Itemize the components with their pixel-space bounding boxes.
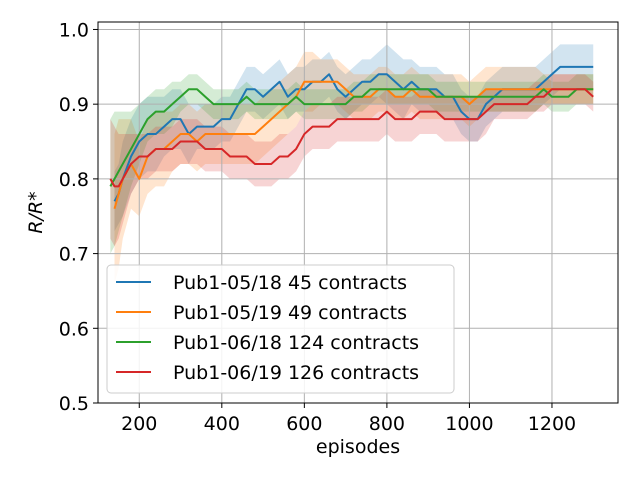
series-band-1 bbox=[114, 44, 594, 232]
x-axis-label: episodes bbox=[316, 436, 400, 458]
legend-box bbox=[106, 264, 455, 394]
series-band-3 bbox=[110, 74, 594, 254]
y-tick-label: 0.5 bbox=[59, 393, 89, 415]
x-tick-label: 400 bbox=[204, 413, 240, 435]
confidence-bands bbox=[110, 44, 594, 284]
series-band-4 bbox=[110, 74, 594, 247]
series-line-2 bbox=[113, 80, 594, 210]
x-tick-label: 1000 bbox=[445, 413, 493, 435]
series-line-4 bbox=[109, 88, 594, 188]
x-tick-label: 800 bbox=[369, 413, 405, 435]
series-lines bbox=[109, 65, 594, 210]
x-axis-ticks: 200 400 600 800 1000 1200 bbox=[121, 403, 576, 435]
legend-label: Pub1-06/18 124 contracts bbox=[173, 332, 419, 354]
y-tick-label: 0.6 bbox=[59, 318, 89, 340]
y-tick-label: 0.9 bbox=[59, 94, 89, 116]
series-line-3 bbox=[109, 88, 594, 187]
y-axis-label-text: R/R* bbox=[25, 191, 47, 233]
y-tick-label: 1.0 bbox=[59, 19, 89, 41]
plot-frame bbox=[97, 21, 619, 404]
legend-label: Pub1-05/19 49 contracts bbox=[173, 302, 407, 324]
y-tick-label: 0.7 bbox=[59, 244, 89, 266]
y-axis-label: R/R* bbox=[25, 191, 47, 233]
x-tick-label: 1200 bbox=[528, 413, 576, 435]
y-tick-label: 0.8 bbox=[59, 169, 89, 191]
legend-label: Pub1-06/19 126 contracts bbox=[173, 362, 419, 384]
x-tick-label: 600 bbox=[286, 413, 322, 435]
legend: Pub1-05/18 45 contracts Pub1-05/19 49 con… bbox=[106, 264, 455, 394]
legend-label: Pub1-05/18 45 contracts bbox=[173, 272, 407, 294]
x-tick-label: 200 bbox=[121, 413, 157, 435]
y-axis-ticks: 0.5 0.6 0.7 0.8 0.9 1.0 bbox=[59, 19, 98, 415]
